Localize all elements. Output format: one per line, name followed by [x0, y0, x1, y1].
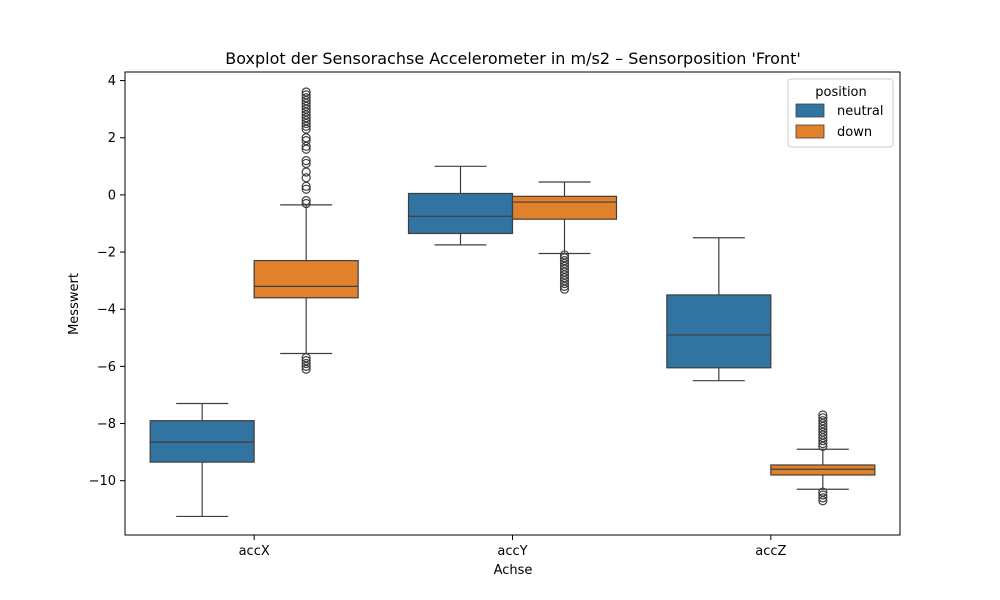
outlier-point: [301, 121, 311, 131]
legend-swatch-down: [795, 124, 825, 139]
legend-label-neutral: neutral: [837, 104, 884, 119]
outlier-point: [818, 436, 828, 446]
outlier-point: [818, 496, 828, 506]
outlier-point: [301, 181, 311, 191]
x-tick-label: accY: [497, 544, 527, 559]
box-iqr: [770, 464, 876, 476]
outlier-point: [818, 490, 828, 500]
outlier-point: [301, 364, 311, 374]
box-iqr: [666, 294, 772, 369]
outlier-point: [818, 441, 828, 452]
chart-title: Boxplot der Sensorachse Accelerometer in…: [225, 49, 801, 68]
y-tick-label: 2: [108, 131, 116, 146]
x-axis: accX accY accZ: [239, 535, 787, 559]
y-tick-label: −8: [97, 417, 116, 432]
box-iqr: [253, 260, 359, 299]
legend-swatch-neutral: [795, 103, 825, 118]
outlier-point: [818, 438, 828, 449]
outlier-point: [301, 141, 311, 151]
y-axis: 4 2 0 −2 −4 −6 −8 −10: [89, 74, 125, 489]
x-tick-label: accZ: [755, 544, 786, 559]
legend: position neutral down: [787, 78, 894, 148]
y-tick-label: −10: [89, 474, 116, 489]
box-accZ-neutral: [666, 237, 772, 382]
y-tick-label: 0: [108, 188, 116, 203]
legend-title: position: [815, 85, 867, 100]
box-accX-neutral: [149, 402, 255, 518]
outlier-point: [818, 493, 828, 503]
outlier-point: [559, 278, 570, 289]
outlier-point: [301, 198, 311, 209]
y-tick-label: −2: [97, 246, 116, 261]
box-iqr: [511, 195, 618, 220]
plot-marks: [149, 87, 876, 518]
y-tick-label: −6: [97, 360, 116, 375]
box-accX-down: [253, 87, 359, 374]
outlier-point: [301, 167, 311, 177]
outlier-point: [301, 358, 311, 369]
x-axis-label: Achse: [494, 563, 533, 578]
box-accY-down: [511, 181, 618, 294]
box-accY-neutral: [407, 165, 514, 246]
outlier-point: [301, 196, 311, 206]
plot-frame: [124, 71, 901, 536]
x-tick-label: accX: [239, 544, 270, 559]
box-iqr: [407, 192, 514, 235]
y-tick-label: 4: [108, 74, 116, 89]
outlier-point: [301, 184, 311, 194]
box-accZ-down: [770, 410, 876, 506]
outlier-point: [301, 118, 311, 129]
outlier-point: [301, 361, 311, 371]
outlier-point: [559, 281, 570, 291]
box-iqr: [149, 420, 255, 463]
outlier-point: [301, 155, 311, 166]
outlier-point: [559, 284, 570, 294]
y-axis-label: Messwert: [67, 273, 82, 335]
legend-label-down: down: [837, 125, 872, 140]
outlier-point: [301, 144, 311, 154]
y-tick-label: −4: [97, 303, 116, 318]
